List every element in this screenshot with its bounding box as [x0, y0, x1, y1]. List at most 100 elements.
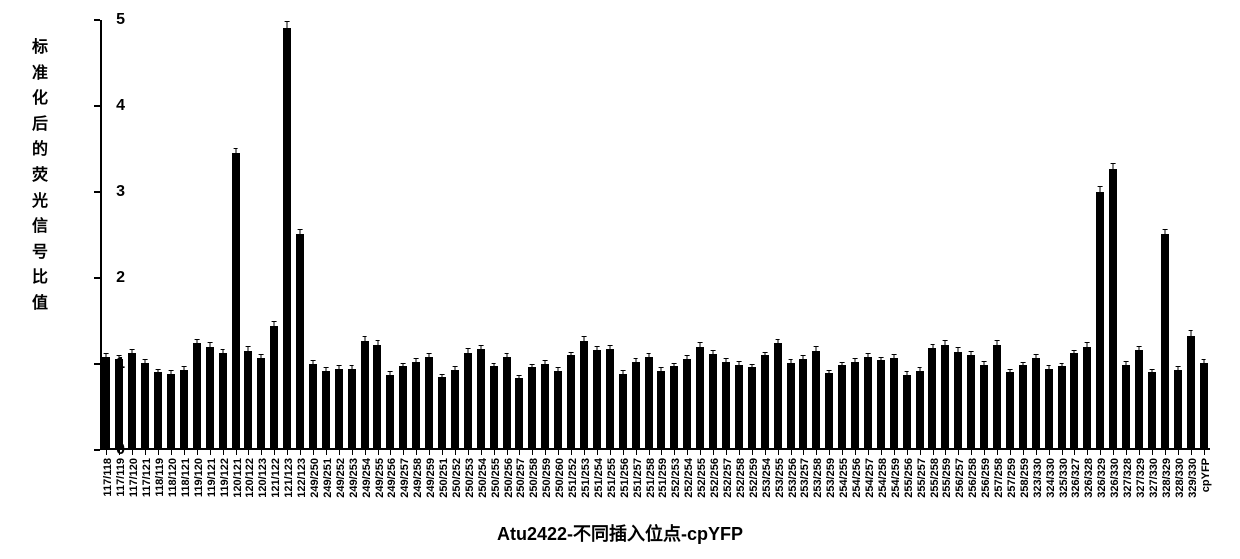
x-tick	[390, 450, 391, 455]
error-cap	[698, 342, 703, 343]
x-tick-label: 250/255	[490, 458, 502, 498]
error-cap	[711, 350, 716, 351]
x-tick-label: 251/255	[606, 458, 618, 498]
x-tick	[997, 450, 998, 455]
x-tick-label: 328/330	[1174, 458, 1186, 498]
x-tick-label: 119/121	[206, 458, 218, 497]
bar	[1019, 365, 1027, 448]
error-bar	[1177, 367, 1178, 370]
bar	[141, 363, 149, 448]
error-bar	[480, 346, 481, 349]
bar	[335, 369, 343, 448]
bar	[593, 350, 601, 448]
x-tick-label: 254/255	[838, 458, 850, 498]
x-tick-label: 252/253	[670, 458, 682, 498]
error-bar	[738, 362, 739, 365]
y-tick-label: 3	[105, 183, 125, 201]
x-tick-label: 257/258	[993, 458, 1005, 498]
error-cap	[453, 366, 458, 367]
x-tick-label: 117/119	[115, 458, 127, 497]
x-tick-label: 249/251	[322, 458, 334, 498]
error-cap	[595, 346, 600, 347]
x-tick-label: 252/259	[748, 458, 760, 498]
x-tick	[223, 450, 224, 455]
x-tick	[1191, 450, 1192, 455]
x-tick	[468, 450, 469, 455]
error-bar	[132, 350, 133, 353]
x-axis-label: Atu2422-不同插入位点-cpYFP	[0, 520, 1240, 546]
error-cap	[995, 340, 1000, 341]
x-tick-label: 120/123	[257, 458, 269, 498]
x-tick-label: 117/120	[128, 458, 140, 497]
error-cap	[478, 345, 483, 346]
error-bar	[880, 358, 881, 361]
error-bar	[1087, 343, 1088, 346]
y-tick-label: 5	[105, 11, 125, 29]
bar	[683, 359, 691, 448]
x-tick	[236, 450, 237, 455]
error-cap	[1111, 163, 1116, 164]
bar	[980, 365, 988, 448]
x-tick	[287, 450, 288, 455]
x-tick-label: 252/255	[696, 458, 708, 498]
error-bar	[1126, 362, 1127, 365]
bar	[812, 351, 820, 448]
x-tick	[210, 450, 211, 455]
error-bar	[209, 343, 210, 346]
error-bar	[842, 363, 843, 366]
x-tick-label: 328/329	[1161, 458, 1173, 498]
x-tick	[197, 450, 198, 455]
bar	[515, 378, 523, 448]
bar	[477, 349, 485, 448]
bar	[619, 374, 627, 448]
x-tick	[481, 450, 482, 455]
bar	[567, 355, 575, 448]
error-cap	[659, 367, 664, 368]
bar	[1109, 169, 1117, 449]
x-tick	[649, 450, 650, 455]
x-tick	[184, 450, 185, 455]
x-tick	[1204, 450, 1205, 455]
x-tick-label: 251/253	[580, 458, 592, 498]
bar	[967, 355, 975, 448]
bar	[825, 373, 833, 448]
error-cap	[1059, 363, 1064, 364]
bar	[244, 351, 252, 448]
error-bar	[222, 350, 223, 353]
error-bar	[777, 340, 778, 343]
bar	[928, 348, 936, 448]
error-cap	[362, 336, 367, 337]
bar	[361, 341, 369, 449]
error-bar	[1009, 370, 1010, 373]
bar	[322, 371, 330, 448]
error-cap	[220, 349, 225, 350]
bar	[554, 371, 562, 448]
x-tick-label: 253/258	[812, 458, 824, 498]
bar	[451, 370, 459, 448]
x-tick	[545, 450, 546, 455]
error-bar	[687, 356, 688, 359]
x-tick-label: 119/120	[193, 458, 205, 497]
error-cap	[311, 360, 316, 361]
bar	[283, 28, 291, 448]
bar	[348, 369, 356, 448]
bar	[774, 343, 782, 448]
error-cap	[672, 363, 677, 364]
bar	[696, 347, 704, 448]
error-cap	[1162, 229, 1167, 230]
x-tick	[1178, 450, 1179, 455]
x-tick	[958, 450, 959, 455]
error-cap	[891, 354, 896, 355]
x-tick-label: 250/253	[464, 458, 476, 498]
error-cap	[969, 351, 974, 352]
x-tick-label: 118/121	[180, 458, 192, 497]
error-cap	[1098, 186, 1103, 187]
error-cap	[788, 359, 793, 360]
error-cap	[491, 363, 496, 364]
error-cap	[1124, 361, 1129, 362]
error-cap	[207, 342, 212, 343]
x-tick-label: 250/251	[438, 458, 450, 498]
error-bar	[261, 355, 262, 358]
error-cap	[749, 364, 754, 365]
error-bar	[622, 371, 623, 374]
